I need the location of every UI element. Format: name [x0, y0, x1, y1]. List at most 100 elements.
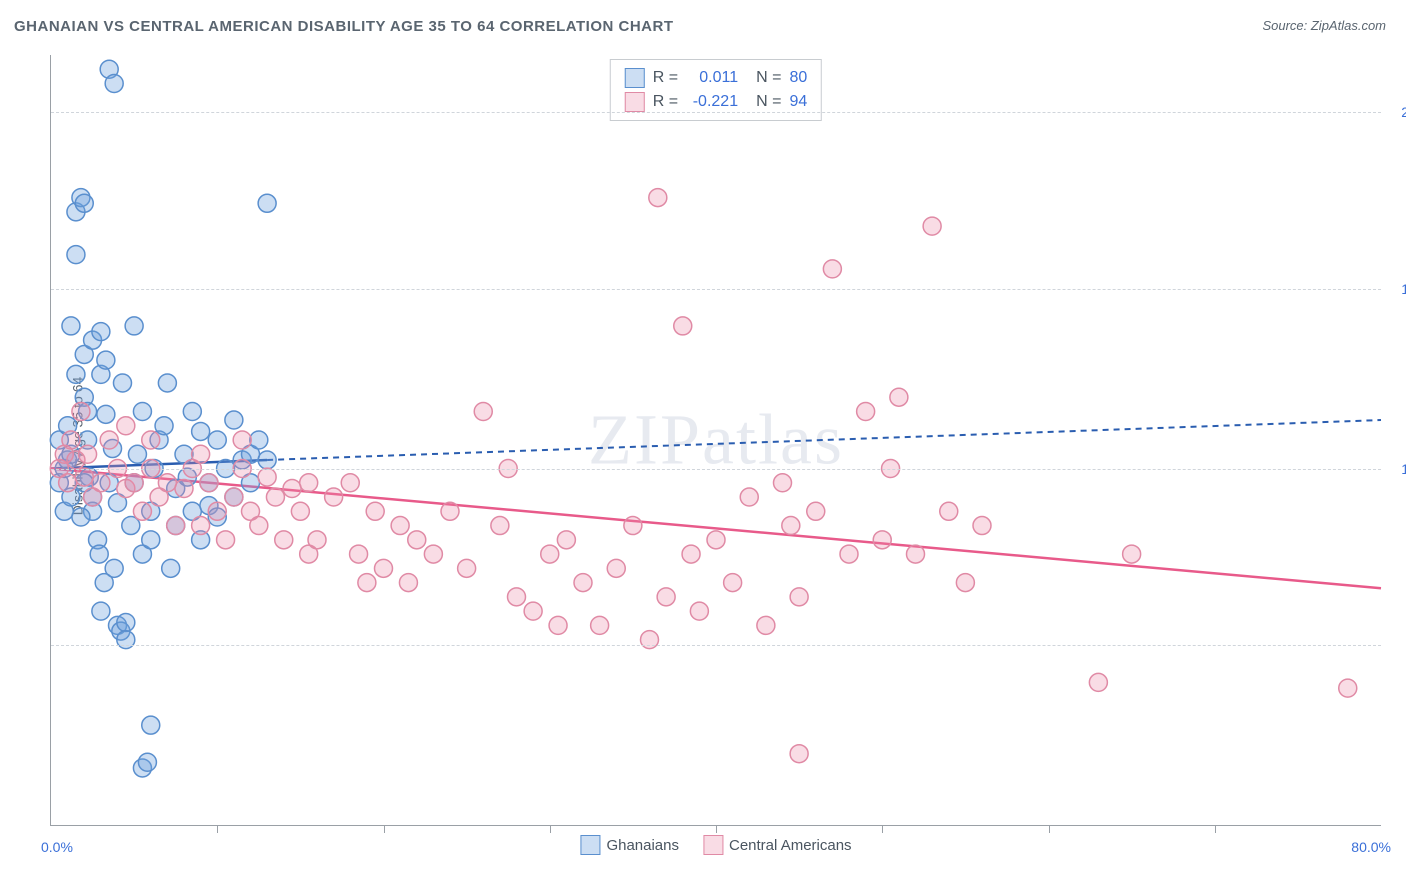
scatter-point — [790, 588, 808, 606]
scatter-point — [973, 517, 991, 535]
r-value: 0.011 — [686, 66, 738, 90]
scatter-point — [366, 502, 384, 520]
x-axis-min-label: 0.0% — [41, 839, 73, 855]
scatter-point — [67, 246, 85, 264]
scatter-point — [524, 602, 542, 620]
scatter-point — [774, 474, 792, 492]
x-tick — [882, 825, 883, 833]
scatter-point — [1339, 679, 1357, 697]
scatter-point — [491, 517, 509, 535]
legend-label: Central Americans — [729, 837, 852, 854]
n-label: N = — [756, 90, 781, 114]
scatter-point — [155, 417, 173, 435]
scatter-points-layer — [51, 55, 1381, 825]
scatter-point — [67, 365, 85, 383]
scatter-point — [192, 445, 210, 463]
scatter-point — [133, 502, 151, 520]
scatter-point — [790, 745, 808, 763]
scatter-point — [757, 616, 775, 634]
scatter-point — [258, 194, 276, 212]
scatter-point — [59, 474, 77, 492]
r-label: R = — [653, 90, 678, 114]
scatter-point — [557, 531, 575, 549]
x-tick — [1215, 825, 1216, 833]
scatter-point — [142, 431, 160, 449]
stats-row: R = -0.221 N = 94 — [625, 90, 807, 114]
scatter-point — [375, 559, 393, 577]
scatter-point — [158, 474, 176, 492]
y-tick-label: 6.3% — [1386, 637, 1406, 653]
scatter-point — [62, 317, 80, 335]
scatter-point — [291, 502, 309, 520]
legend-swatch — [625, 68, 645, 88]
scatter-point — [873, 531, 891, 549]
r-value: -0.221 — [686, 90, 738, 114]
scatter-point — [956, 574, 974, 592]
scatter-point — [1089, 673, 1107, 691]
scatter-point — [549, 616, 567, 634]
scatter-point — [840, 545, 858, 563]
scatter-point — [225, 411, 243, 429]
scatter-point — [823, 260, 841, 278]
scatter-point — [117, 614, 135, 632]
scatter-point — [341, 474, 359, 492]
scatter-point — [940, 502, 958, 520]
scatter-point — [97, 351, 115, 369]
x-tick — [1049, 825, 1050, 833]
scatter-point — [142, 531, 160, 549]
scatter-point — [325, 488, 343, 506]
scatter-point — [75, 194, 93, 212]
scatter-point — [208, 431, 226, 449]
legend-swatch — [580, 835, 600, 855]
scatter-point — [192, 517, 210, 535]
scatter-point — [62, 431, 80, 449]
scatter-point — [1123, 545, 1141, 563]
scatter-point — [607, 559, 625, 577]
y-tick-label: 12.5% — [1386, 461, 1406, 477]
legend-item: Central Americans — [703, 835, 852, 855]
scatter-point — [200, 474, 218, 492]
scatter-point — [105, 75, 123, 93]
scatter-point — [75, 468, 93, 486]
scatter-point — [591, 616, 609, 634]
scatter-point — [624, 517, 642, 535]
scatter-point — [217, 531, 235, 549]
scatter-point — [72, 402, 90, 420]
x-tick — [716, 825, 717, 833]
gridline-h — [51, 289, 1381, 290]
stats-row: R = 0.011N = 80 — [625, 66, 807, 90]
gridline-h — [51, 469, 1381, 470]
scatter-point — [408, 531, 426, 549]
scatter-point — [300, 474, 318, 492]
scatter-point — [350, 545, 368, 563]
scatter-point — [100, 431, 118, 449]
n-value: 94 — [789, 90, 807, 114]
scatter-point — [890, 388, 908, 406]
scatter-point — [657, 588, 675, 606]
scatter-point — [105, 559, 123, 577]
scatter-point — [674, 317, 692, 335]
y-tick-label: 25.0% — [1386, 104, 1406, 120]
scatter-point — [308, 531, 326, 549]
scatter-point — [690, 602, 708, 620]
scatter-point — [541, 545, 559, 563]
scatter-point — [508, 588, 526, 606]
plot-area: ZIPatlas R = 0.011N = 80R = -0.221N = 94… — [50, 55, 1381, 826]
scatter-point — [258, 468, 276, 486]
scatter-point — [125, 474, 143, 492]
x-tick — [550, 825, 551, 833]
chart-title: GHANAIAN VS CENTRAL AMERICAN DISABILITY … — [14, 18, 674, 35]
scatter-point — [225, 488, 243, 506]
scatter-point — [740, 488, 758, 506]
r-label: R = — [653, 66, 678, 90]
bottom-legend: GhanaiansCentral Americans — [580, 835, 851, 855]
scatter-point — [391, 517, 409, 535]
scatter-point — [399, 574, 417, 592]
scatter-point — [142, 716, 160, 734]
scatter-point — [250, 431, 268, 449]
scatter-point — [128, 445, 146, 463]
scatter-point — [283, 479, 301, 497]
scatter-point — [574, 574, 592, 592]
scatter-point — [458, 559, 476, 577]
x-tick — [217, 825, 218, 833]
